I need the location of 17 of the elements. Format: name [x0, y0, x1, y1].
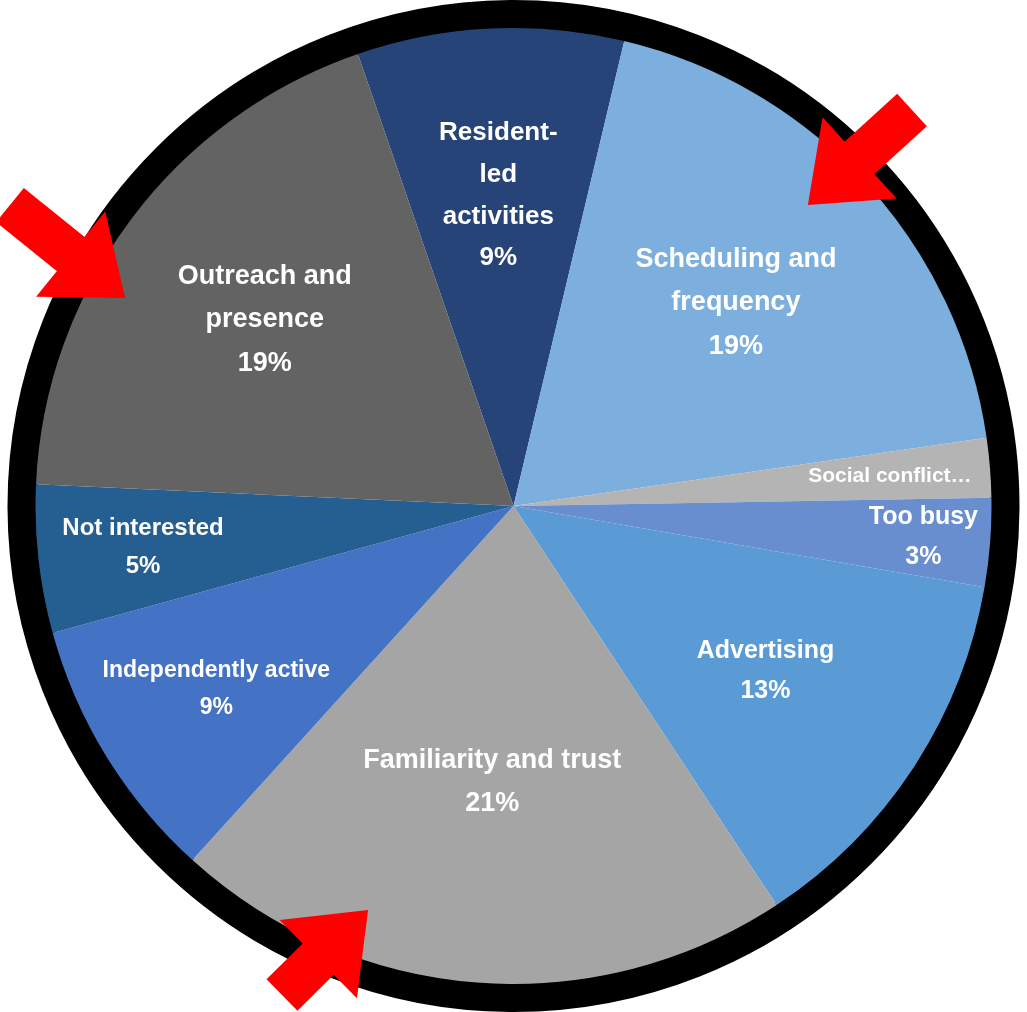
data-label: 19% — [708, 329, 763, 360]
data-label: 5% — [125, 551, 161, 579]
slice-label: Too busy — [868, 501, 979, 530]
slice-label: Advertising — [696, 634, 835, 663]
data-label: 9% — [199, 692, 233, 719]
data-label: 3% — [905, 541, 942, 570]
data-label: 21% — [465, 787, 520, 818]
slice-label: Outreach and presence — [177, 260, 352, 334]
data-label: 13% — [740, 674, 791, 703]
slice-label: Resident-led activities — [439, 116, 558, 230]
data-label: 9% — [479, 241, 518, 272]
data-label: 19% — [237, 346, 292, 377]
slice-label: Not interested — [62, 512, 224, 540]
slice-label: Independently active — [102, 655, 331, 682]
slice-label: Familiarity and trust — [363, 744, 622, 775]
slice-label: Scheduling and frequency — [635, 243, 837, 317]
slice-label: Social conflict… — [808, 462, 972, 486]
